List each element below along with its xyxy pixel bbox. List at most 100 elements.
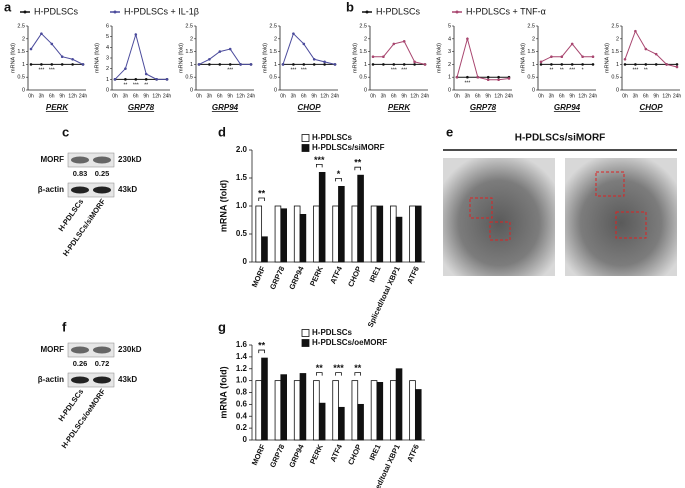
y-tick-label: 2 <box>532 36 535 42</box>
annotation: *** <box>49 68 55 74</box>
data-point <box>312 63 316 66</box>
annotation: *** <box>290 68 296 74</box>
data-point <box>634 29 637 33</box>
x-tick-label: CHOP <box>346 443 363 466</box>
blot-size: 230kD <box>118 155 142 164</box>
x-tick-label: 6h <box>217 93 223 99</box>
y-tick-label: 0 <box>243 257 248 266</box>
y-tick-label: 3 <box>448 49 451 55</box>
series-line <box>114 32 167 80</box>
data-point <box>155 78 158 81</box>
x-tick-label: 3h <box>291 93 297 99</box>
x-tick-label: 0h <box>280 93 286 99</box>
y-axis-label: mRNA (fold) <box>262 43 268 73</box>
data-point <box>644 63 648 66</box>
data-point <box>302 42 306 46</box>
data-point <box>392 63 396 66</box>
roi-boxes <box>469 171 647 241</box>
y-tick-label: 0 <box>190 87 193 93</box>
bar <box>338 406 345 441</box>
annotation: ** <box>316 363 324 373</box>
y-tick-label: 1.5 <box>611 49 619 55</box>
bar <box>293 205 301 263</box>
y-tick-label: 1.5 <box>236 173 248 182</box>
x-tick-label: PERK <box>308 442 325 465</box>
data-point <box>71 57 74 61</box>
data-point <box>71 63 74 66</box>
annotation: *** <box>227 68 233 74</box>
data-point <box>581 63 584 66</box>
annotation: ** <box>123 83 127 89</box>
x-tick-label: ATF6 <box>405 265 421 285</box>
annotation: ** <box>549 68 553 74</box>
significance-bracket <box>258 349 265 354</box>
x-tick-label: 0h <box>196 93 202 99</box>
x-tick-label: 12h <box>236 93 245 99</box>
series-line <box>198 48 251 65</box>
bar <box>414 389 422 441</box>
data-point <box>550 55 553 59</box>
y-tick-label: 1.0 <box>236 201 248 210</box>
data-point <box>113 78 117 81</box>
y-tick-label: 0.6 <box>236 399 248 408</box>
panel-label: d <box>218 124 226 139</box>
x-tick-label: 0h <box>28 93 34 99</box>
data-point <box>486 78 490 82</box>
y-axis-label: mRNA (fold) <box>94 43 100 73</box>
data-point <box>124 67 127 70</box>
y-tick-label: 1 <box>22 62 25 68</box>
annotation: *** <box>391 68 397 74</box>
significance-bracket <box>315 164 323 168</box>
y-tick-label: 0.5 <box>359 75 367 81</box>
x-tick-label: 9h <box>311 93 317 99</box>
y-tick-label: 2 <box>274 36 277 42</box>
axis <box>195 26 254 91</box>
x-axis-label: CHOP <box>297 103 321 112</box>
data-point <box>591 63 595 66</box>
legend-swatch <box>301 134 310 142</box>
data-point <box>60 55 64 59</box>
panel-label: g <box>218 319 226 334</box>
y-tick-label: 1.5 <box>17 49 25 55</box>
y-tick-label: 0.5 <box>185 75 193 81</box>
band-ratio: 0.26 <box>73 359 88 368</box>
legend-label: H-PDLSCs <box>376 6 421 16</box>
data-point <box>29 63 33 66</box>
x-tick-label: 3h <box>123 93 129 99</box>
data-point <box>40 32 43 35</box>
x-tick-label: GRP78 <box>268 443 287 469</box>
y-tick-label: 2.5 <box>359 23 367 29</box>
x-tick-label: 9h <box>59 93 65 99</box>
blot-protein: β-actin <box>38 185 64 194</box>
y-tick-label: 2 <box>22 36 25 42</box>
data-point <box>402 40 406 43</box>
bar <box>370 205 378 263</box>
y-tick-label: 2 <box>616 36 619 42</box>
annotation: *** <box>333 363 344 373</box>
y-tick-label: 1.5 <box>359 49 367 55</box>
x-axis-label: CHOP <box>639 103 663 112</box>
bar <box>409 380 416 441</box>
x-tick-label: 3h <box>39 93 45 99</box>
x-tick-label: 24h <box>79 93 88 99</box>
y-tick-label: 0.5 <box>17 75 25 81</box>
x-tick-label: IRE1 <box>367 443 382 462</box>
blot-band <box>93 346 111 354</box>
data-point <box>654 63 658 66</box>
data-point <box>208 57 211 61</box>
annotation: ** <box>354 158 362 168</box>
data-point <box>486 75 490 79</box>
x-tick-label: 9h <box>401 93 407 99</box>
panel-label: f <box>62 319 67 334</box>
data-point <box>466 75 469 79</box>
legend-label: H-PDLSCs/oeMORF <box>312 338 387 347</box>
y-axis-label: mRNA (fold) <box>178 43 184 73</box>
x-tick-label: 12h <box>68 93 77 99</box>
y-tick-label: 0 <box>243 435 248 444</box>
micrograph-title: H-PDLSCs/siMORF <box>515 133 606 144</box>
data-point <box>539 63 543 66</box>
axis <box>537 26 596 91</box>
y-tick-label: 3 <box>106 55 109 61</box>
x-tick-label: 3h <box>549 93 555 99</box>
